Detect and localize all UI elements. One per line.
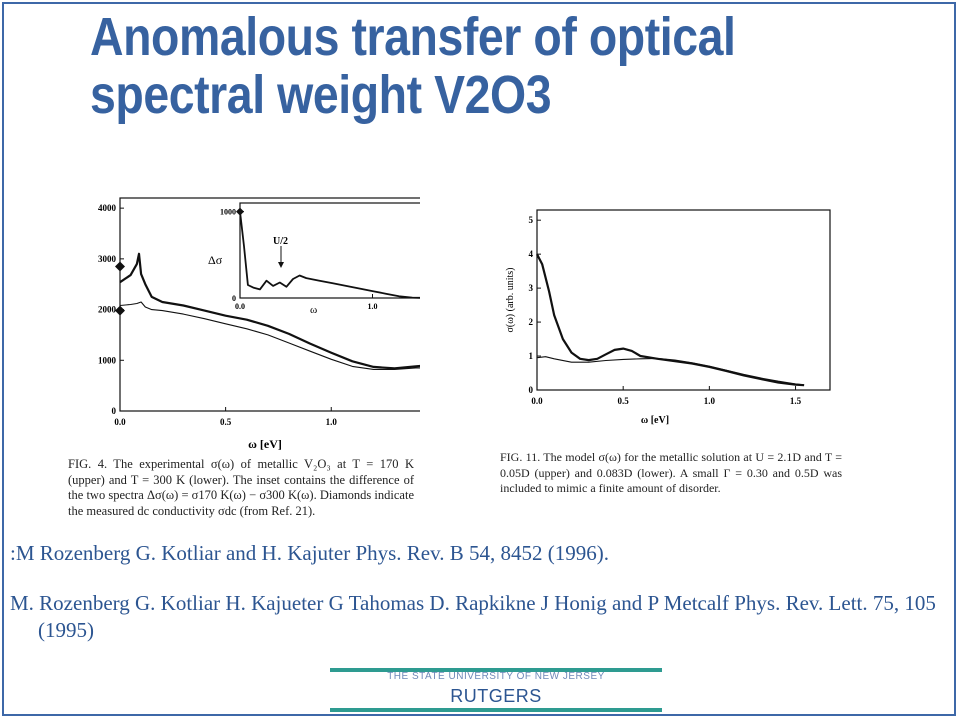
fig4-caption-text: FIG. 4. The experimental σ(ω) of metalli… <box>68 457 414 518</box>
fig11-ytick-label: 4 <box>529 249 534 259</box>
fig4-diamond-marker <box>115 261 125 272</box>
fig11-ytick-label: 1 <box>529 351 534 361</box>
inset-annotation: U/2 <box>273 236 288 247</box>
fig11-chart: 0.0 0.5 1.0 1.5 0 1 2 3 4 5 ω [eV] σ(ω) (arb. uni… <box>505 209 831 426</box>
fig4-xlabel: ω [eV] <box>248 437 282 451</box>
title-line-1: Anomalous transfer of optical <box>90 7 736 67</box>
fig11-xtick-label: 0.0 <box>531 396 543 406</box>
fig4-ytick-label: 2000 <box>98 305 117 315</box>
inset-ytick-label: 0 <box>232 294 236 303</box>
fig11-series-line <box>536 253 805 387</box>
inset-xtick-label: 1.0 <box>368 302 378 311</box>
fig11-series-line <box>536 356 805 386</box>
fig4-ytick-label: 1000 <box>98 355 117 365</box>
inset-ytick-label: 1000 <box>220 208 236 217</box>
reference-2: M. Rozenberg G. Kotliar H. Kajueter G Ta… <box>10 591 936 642</box>
fig4-xtick-label: 0.5 <box>220 417 232 427</box>
fig4-series-line <box>119 301 420 370</box>
fig4-caption: FIG. 4. The experimental σ(ω) of metalli… <box>68 457 414 519</box>
fig4-plot-frame <box>119 197 420 412</box>
fig11-caption-text: FIG. 11. The model σ(ω) for the metallic… <box>500 450 842 495</box>
fig11-ytick-label: 3 <box>529 283 534 293</box>
fig4-series-line <box>119 252 420 370</box>
university-name: THE STATE UNIVERSITY OF NEW JERSEY <box>387 671 605 682</box>
rutgers-logo-text: RUTGERS <box>450 686 542 706</box>
title-line-2: spectral weight V2O3 <box>90 65 552 125</box>
fig11-ytick-label: 5 <box>529 215 534 225</box>
fig11-caption: FIG. 11. The model σ(ω) for the metallic… <box>500 450 842 497</box>
inset-series-line <box>239 211 420 299</box>
fig11-xtick-label: 0.5 <box>618 396 630 406</box>
fig11-xtick-label: 1.0 <box>704 396 716 406</box>
fig4-ytick-label: 0 <box>112 406 117 416</box>
fig11-ytick-label: 2 <box>529 317 534 327</box>
inset-ylabel: Δσ <box>208 253 223 267</box>
footer-bar-bottom <box>330 708 662 712</box>
inset-xlabel: ω <box>310 304 317 316</box>
inset-xtick-label: 0.0 <box>235 302 245 311</box>
fig11-plot-frame <box>536 209 831 391</box>
reference-1: :M Rozenberg G. Kotliar and H. Kajuter P… <box>10 541 610 565</box>
fig4-xtick-label: 0.0 <box>114 417 126 427</box>
fig11-ytick-label: 0 <box>529 385 534 395</box>
fig4-xtick-label: 1.0 <box>326 417 338 427</box>
fig4-diamond-marker <box>115 305 125 316</box>
inset-diamond-marker <box>236 207 244 216</box>
fig4-ytick-label: 3000 <box>98 254 117 264</box>
fig4-chart: 0.00.51.01.501000200030004000 ω [eV] 0.0… <box>98 197 420 451</box>
fig4-ytick-label: 4000 <box>98 203 117 213</box>
fig11-xlabel: ω [eV] <box>641 415 669 426</box>
slide-title: Anomalous transfer of optical spectral w… <box>90 8 821 124</box>
inset-frame <box>239 202 420 299</box>
footer-bar-top <box>330 668 662 672</box>
fig11-ylabel: σ(ω) (arb. units) <box>505 267 516 332</box>
fig11-xtick-label: 1.5 <box>790 396 802 406</box>
inset-arrow-head <box>278 262 284 268</box>
